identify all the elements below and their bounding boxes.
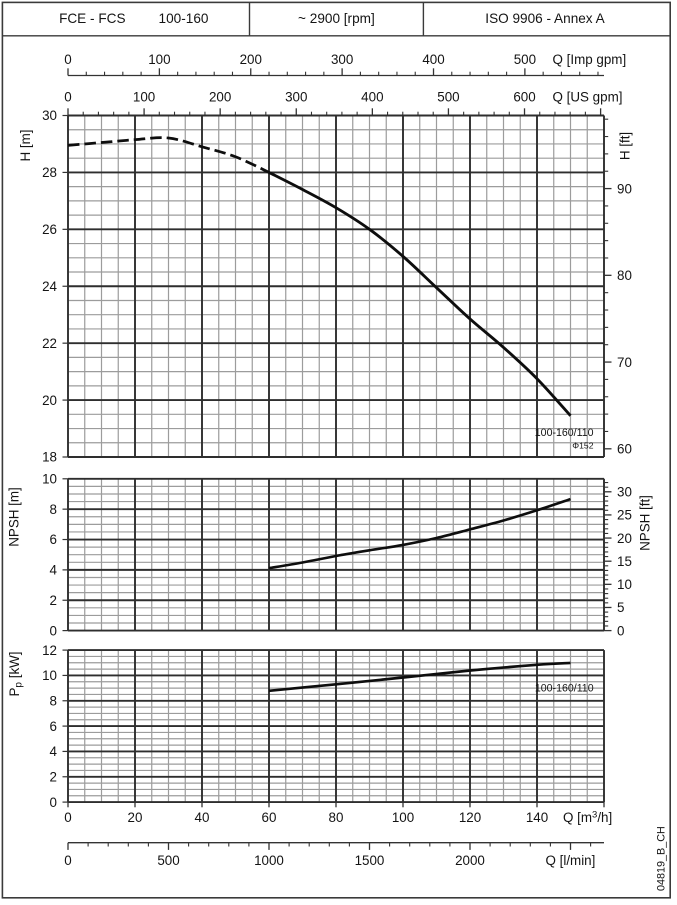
- svg-text:140: 140: [526, 810, 548, 825]
- svg-text:8: 8: [50, 693, 57, 708]
- svg-text:Q [l/min]: Q [l/min]: [546, 853, 596, 868]
- svg-text:400: 400: [361, 90, 383, 105]
- svg-text:0: 0: [50, 623, 57, 638]
- svg-text:300: 300: [285, 90, 307, 105]
- svg-text:2: 2: [50, 593, 57, 608]
- svg-text:20: 20: [42, 393, 57, 408]
- svg-text:200: 200: [209, 90, 231, 105]
- svg-text:Q [US gpm]: Q [US gpm]: [553, 90, 623, 105]
- svg-text:Q [Imp gpm]: Q [Imp gpm]: [553, 52, 627, 67]
- svg-text:0: 0: [64, 853, 71, 868]
- svg-text:10: 10: [42, 668, 57, 683]
- svg-text:60: 60: [617, 442, 632, 457]
- svg-text:6: 6: [50, 532, 57, 547]
- svg-text:100-160/110: 100-160/110: [535, 683, 594, 695]
- svg-text:300: 300: [331, 52, 353, 67]
- svg-text:25: 25: [617, 508, 632, 523]
- svg-text:4: 4: [50, 563, 58, 578]
- svg-text:600: 600: [513, 90, 535, 105]
- svg-text:0: 0: [50, 795, 57, 810]
- svg-text:30: 30: [617, 484, 632, 499]
- svg-text:100: 100: [133, 90, 155, 105]
- svg-text:90: 90: [617, 181, 632, 196]
- svg-text:4: 4: [50, 744, 58, 759]
- svg-text:200: 200: [240, 52, 262, 67]
- svg-text:FCE - FCS: FCE - FCS: [59, 11, 125, 26]
- svg-text:H [m]: H [m]: [18, 130, 33, 162]
- svg-text:18: 18: [42, 450, 57, 465]
- svg-text:0: 0: [64, 90, 71, 105]
- svg-text:500: 500: [437, 90, 459, 105]
- svg-text:2000: 2000: [455, 853, 485, 868]
- svg-text:04819_B_CH: 04819_B_CH: [656, 826, 668, 891]
- svg-text:24: 24: [42, 279, 57, 294]
- svg-text:100: 100: [392, 810, 414, 825]
- svg-text:26: 26: [42, 222, 57, 237]
- svg-text:22: 22: [42, 336, 57, 351]
- svg-text:100: 100: [148, 52, 170, 67]
- svg-text:0: 0: [617, 623, 624, 638]
- svg-text:10: 10: [42, 472, 57, 487]
- svg-text:~ 2900 [rpm]: ~ 2900 [rpm]: [298, 11, 375, 26]
- svg-text:2: 2: [50, 769, 57, 784]
- svg-text:ISO 9906 - Annex A: ISO 9906 - Annex A: [485, 11, 605, 26]
- svg-text:1000: 1000: [254, 853, 284, 868]
- svg-text:30: 30: [42, 108, 57, 123]
- svg-text:120: 120: [459, 810, 481, 825]
- svg-text:1500: 1500: [355, 853, 385, 868]
- svg-text:12: 12: [42, 643, 57, 658]
- svg-text:H [ft]: H [ft]: [618, 132, 633, 160]
- svg-text:15: 15: [617, 554, 632, 569]
- svg-text:Q [m3/h]: Q [m3/h]: [563, 810, 612, 826]
- svg-text:8: 8: [50, 502, 57, 517]
- svg-text:80: 80: [617, 268, 632, 283]
- svg-text:500: 500: [157, 853, 179, 868]
- svg-text:0: 0: [64, 52, 71, 67]
- svg-text:100-160/110: 100-160/110: [535, 427, 594, 439]
- svg-text:6: 6: [50, 719, 57, 734]
- svg-text:20: 20: [128, 810, 143, 825]
- svg-text:500: 500: [514, 52, 536, 67]
- svg-text:Pp [kW]: Pp [kW]: [7, 652, 25, 697]
- svg-text:NPSH [m]: NPSH [m]: [7, 487, 22, 547]
- svg-text:10: 10: [617, 577, 632, 592]
- svg-text:400: 400: [422, 52, 444, 67]
- svg-text:NPSH [ft]: NPSH [ft]: [638, 495, 653, 551]
- svg-text:28: 28: [42, 165, 57, 180]
- svg-text:5: 5: [617, 600, 624, 615]
- svg-text:100-160: 100-160: [159, 11, 209, 26]
- svg-text:80: 80: [329, 810, 344, 825]
- svg-text:70: 70: [617, 355, 632, 370]
- svg-text:0: 0: [64, 810, 71, 825]
- svg-text:40: 40: [195, 810, 210, 825]
- svg-text:Φ152: Φ152: [572, 441, 593, 451]
- svg-text:60: 60: [262, 810, 277, 825]
- svg-text:20: 20: [617, 531, 632, 546]
